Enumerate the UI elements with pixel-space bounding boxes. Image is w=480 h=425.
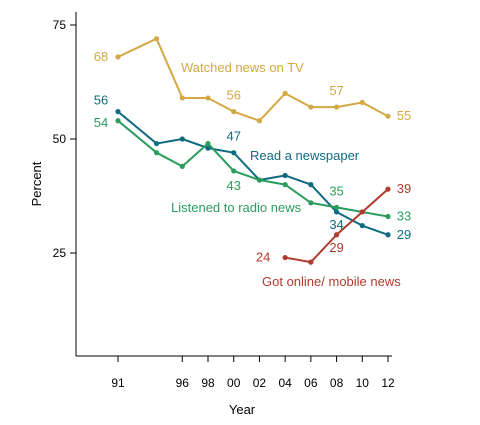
- x-tick-label: 96: [176, 376, 190, 390]
- data-label: 56: [226, 88, 240, 103]
- data-point: [153, 36, 160, 42]
- series-line: [117, 37, 389, 122]
- y-axis-label: Percent: [29, 161, 44, 206]
- data-label: 33: [397, 209, 411, 224]
- data-point: [359, 209, 365, 215]
- data-label: 29: [397, 227, 411, 242]
- y-tick-label: 25: [53, 246, 67, 260]
- x-tick-label: 04: [278, 376, 292, 390]
- data-point: [385, 113, 391, 119]
- data-label: 54: [94, 115, 108, 130]
- data-point: [333, 209, 340, 215]
- x-ticks: 91 96 98 00 02 04 06 08 10 12: [111, 356, 395, 390]
- data-point: [385, 213, 391, 220]
- data-label: 24: [256, 250, 270, 265]
- data-label: 43: [226, 178, 240, 193]
- data-point: [282, 90, 288, 96]
- data-point: [385, 232, 391, 238]
- data-point: [282, 172, 288, 179]
- x-tick-label: 08: [330, 376, 344, 390]
- data-label: 68: [94, 49, 108, 64]
- data-point: [308, 200, 314, 206]
- data-point: [282, 182, 288, 188]
- data-point: [205, 145, 211, 151]
- data-label: 34: [329, 217, 343, 232]
- y-tick-label: 75: [53, 18, 67, 32]
- data-label: 35: [329, 183, 343, 198]
- data-point: [308, 182, 314, 188]
- data-point: [205, 140, 211, 147]
- series-name-labels: Watched news on TV Read a newspaper Listen…: [171, 60, 401, 289]
- data-point: [179, 163, 185, 169]
- data-point: [256, 177, 263, 183]
- x-tick-label: 91: [111, 376, 125, 390]
- x-tick-label: 10: [356, 376, 370, 390]
- data-label: 57: [329, 83, 343, 98]
- data-point: [115, 54, 121, 60]
- data-point: [115, 118, 121, 124]
- data-point: [308, 259, 314, 265]
- data-point: [333, 104, 340, 110]
- data-label: 29: [329, 240, 343, 255]
- y-tick-label: 50: [53, 132, 67, 146]
- data-point: [333, 204, 340, 210]
- data-point: [385, 186, 391, 192]
- series-name-label: Watched news on TV: [181, 60, 304, 75]
- x-tick-label: 00: [227, 376, 241, 390]
- x-tick-label: 12: [381, 376, 395, 390]
- y-ticks: 25 50 75: [53, 18, 76, 260]
- series-name-label: Read a newspaper: [250, 148, 360, 163]
- data-point: [153, 150, 160, 156]
- data-point: [359, 99, 365, 106]
- series-name-label: Got online/ mobile news: [262, 274, 401, 289]
- data-label: 47: [226, 129, 240, 144]
- data-point: [179, 95, 185, 101]
- data-point: [308, 104, 314, 110]
- x-tick-label: 02: [253, 376, 267, 390]
- data-point: [231, 168, 237, 174]
- series-1: 56 47 34 29: [94, 93, 411, 242]
- x-tick-label: 06: [304, 376, 318, 390]
- x-axis-label: Year: [229, 402, 256, 417]
- series-layer: 68 56 57 55 56 47 34 29 54 43 35 33 24 29 39: [94, 36, 411, 265]
- data-point: [231, 150, 237, 156]
- series-name-label: Listened to radio news: [171, 200, 302, 215]
- data-label: 55: [397, 108, 411, 123]
- data-point: [153, 140, 160, 147]
- data-point: [282, 254, 288, 261]
- data-point: [231, 109, 237, 115]
- data-label: 39: [397, 181, 411, 196]
- data-point: [115, 109, 121, 115]
- x-tick-label: 98: [201, 376, 215, 390]
- data-point: [333, 232, 340, 238]
- data-point: [256, 118, 263, 124]
- series-3: 24 29 39: [256, 181, 411, 265]
- data-point: [179, 136, 185, 142]
- data-label: 56: [94, 93, 108, 108]
- data-point: [359, 223, 365, 229]
- data-point: [205, 95, 211, 101]
- series-0: 68 56 57 55: [94, 36, 411, 124]
- series-line: [117, 110, 389, 236]
